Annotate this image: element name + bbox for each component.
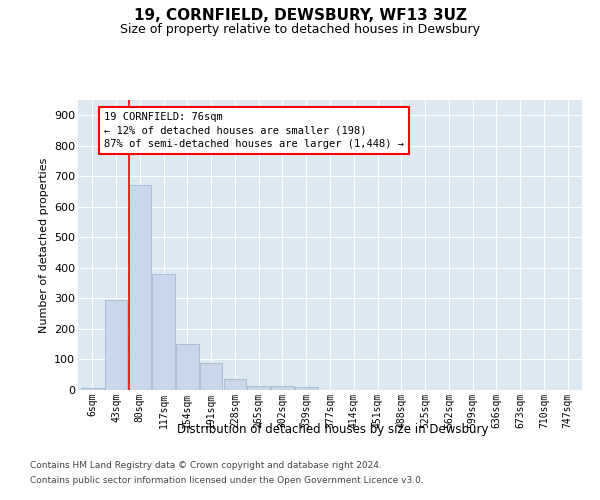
Bar (81, 388, 104, 390)
Bar (176, 344, 199, 390)
Bar (105, 300, 127, 390)
Bar (128, 186, 151, 390)
Text: Contains HM Land Registry data © Crown copyright and database right 2024.: Contains HM Land Registry data © Crown c… (30, 461, 382, 470)
Text: Distribution of detached houses by size in Dewsbury: Distribution of detached houses by size … (177, 422, 489, 436)
Y-axis label: Number of detached properties: Number of detached properties (38, 158, 49, 332)
Text: 19, CORNFIELD, DEWSBURY, WF13 3UZ: 19, CORNFIELD, DEWSBURY, WF13 3UZ (133, 8, 467, 22)
Text: Size of property relative to detached houses in Dewsbury: Size of property relative to detached ho… (120, 22, 480, 36)
Bar (295, 387, 317, 390)
Text: 19 CORNFIELD: 76sqm
← 12% of detached houses are smaller (198)
87% of semi-detac: 19 CORNFIELD: 76sqm ← 12% of detached ho… (104, 112, 404, 148)
Bar (152, 274, 175, 390)
Bar (247, 386, 270, 390)
Bar (200, 362, 223, 390)
Text: Contains public sector information licensed under the Open Government Licence v3: Contains public sector information licen… (30, 476, 424, 485)
Bar (224, 380, 246, 390)
Bar (271, 386, 294, 390)
